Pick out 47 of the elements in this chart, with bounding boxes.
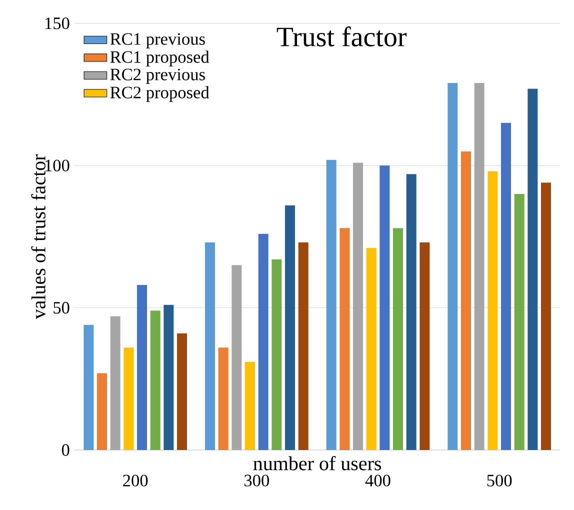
y-tick-label: 0: [62, 444, 70, 456]
y-tick-label: 50: [54, 302, 70, 314]
bar: [340, 228, 350, 450]
bar: [474, 83, 484, 450]
legend-label: RC1 previous: [110, 33, 205, 48]
bar: [406, 174, 416, 450]
bar: [353, 162, 364, 450]
bar: [380, 166, 390, 450]
bar: [285, 205, 296, 450]
bar: [150, 310, 160, 450]
x-axis-title: number of users: [253, 456, 382, 470]
bar: [110, 316, 120, 450]
y-axis-title: values of trust factor: [31, 154, 46, 320]
y-tick-label: 100: [45, 160, 70, 172]
legend-label: RC2 proposed: [110, 86, 210, 102]
bar: [258, 234, 268, 450]
bar: [366, 248, 376, 450]
bar: [84, 324, 94, 450]
bar: [245, 362, 255, 450]
bar: [528, 88, 538, 450]
x-tick-label: 500: [487, 474, 512, 486]
bar: [218, 348, 228, 450]
bar: [514, 194, 524, 450]
bar: [488, 171, 498, 450]
bar: [298, 242, 308, 450]
bar: [326, 160, 336, 450]
bar: [205, 242, 215, 450]
bar: [541, 182, 552, 450]
bar: [461, 151, 471, 450]
bar: [164, 304, 174, 450]
y-tick-label: 150: [45, 17, 70, 30]
bar: [448, 83, 458, 450]
bar: [501, 122, 512, 450]
x-tick-label: 300: [244, 474, 270, 486]
bar: [177, 333, 187, 450]
x-tick-label: 400: [365, 474, 390, 486]
bar: [272, 259, 282, 450]
bar: [420, 242, 430, 450]
chart-title: Trust factor: [276, 26, 407, 46]
bar: [97, 373, 107, 450]
bar: [137, 285, 148, 450]
bar: [393, 228, 403, 450]
legend-label: RC2 previous: [110, 68, 205, 84]
x-tick-label: 200: [123, 474, 148, 486]
legend-label: RC1 proposed: [110, 50, 210, 66]
bar: [232, 265, 242, 450]
bar: [124, 348, 134, 450]
